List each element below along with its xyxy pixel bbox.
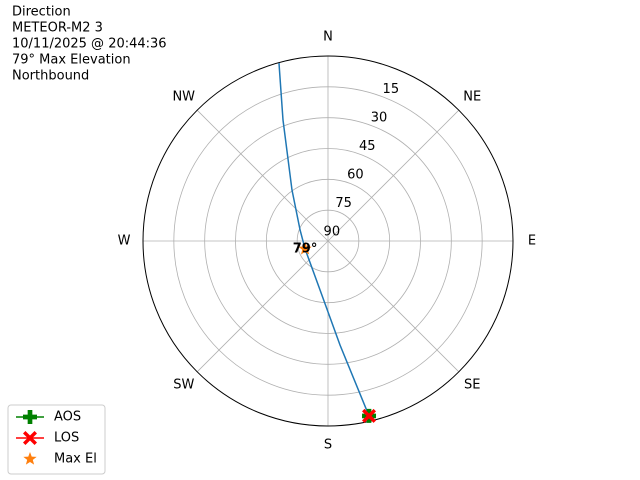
radial-tick-label: 75 (335, 196, 352, 211)
direction-label: SW (173, 378, 194, 393)
point-marker (298, 241, 312, 255)
track-line (278, 62, 370, 417)
radial-tick-label: 30 (371, 110, 388, 125)
direction-label: NW (172, 89, 195, 104)
legend-label: LOS (54, 431, 79, 446)
legend-marker (23, 452, 37, 465)
radial-grid-line (173, 86, 483, 396)
direction-label: NE (463, 89, 481, 104)
radial-tick-label: 60 (347, 167, 364, 182)
direction-label: N (323, 30, 333, 45)
legend-marker (23, 410, 37, 424)
title-line: METEOR-M2 3 (12, 21, 103, 36)
title-line: 79° Max Elevation (12, 53, 131, 68)
radial-grid-line (296, 209, 360, 273)
point-marker (362, 408, 377, 423)
title-line: 10/11/2025 @ 20:44:36 (12, 37, 167, 52)
title-line: Northbound (12, 69, 89, 84)
legend-marker (23, 431, 37, 445)
direction-label: W (118, 234, 131, 249)
direction-label: E (528, 234, 536, 249)
direction-label: S (324, 438, 332, 453)
radial-tick-label: 45 (359, 139, 376, 154)
polar-frame (142, 55, 514, 427)
radial-grid-line (235, 148, 421, 334)
max-el-annotation: 79° (293, 241, 318, 256)
title-line: Direction (12, 5, 71, 20)
legend-label: AOS (54, 410, 81, 425)
radial-grid-line (204, 117, 452, 365)
direction-label: SE (464, 378, 480, 393)
legend-label: Max El (54, 452, 97, 467)
radial-grid-line (265, 178, 391, 304)
radial-tick-label: 90 (324, 224, 341, 239)
radial-tick-label: 15 (383, 82, 400, 97)
